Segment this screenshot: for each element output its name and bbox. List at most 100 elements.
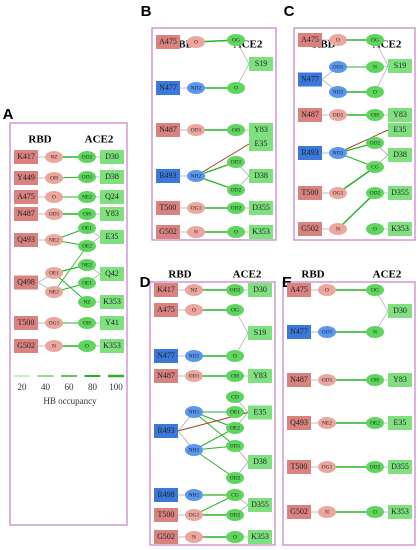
rbd-atom	[329, 109, 347, 121]
ace2-atom	[227, 226, 245, 238]
ace2-residue-box	[100, 316, 124, 330]
rbd-atom-label: NH1	[189, 409, 200, 415]
ace2-residue-box	[100, 170, 124, 184]
rbd-atom	[329, 34, 347, 46]
rbd-residue-box	[154, 349, 178, 363]
ace2-atom-label: O	[373, 89, 377, 95]
rbd-atom-label: O	[325, 287, 329, 293]
legend-tick: 20	[18, 382, 28, 392]
rbd-atom	[185, 350, 203, 362]
rbd-atom	[185, 406, 203, 418]
ace2-residue-box	[388, 304, 412, 318]
rbd-residue: N487	[17, 209, 35, 218]
rbd-atom-label: OD1	[49, 211, 60, 217]
rbd-atom-label: ND2	[333, 150, 344, 156]
rbd-residue-box	[14, 275, 38, 290]
ace2-atom	[366, 86, 384, 98]
ace2-residue-box	[248, 405, 272, 420]
ace2-atom-label: O	[85, 343, 89, 349]
ace2-atom	[366, 187, 384, 199]
ace2-residue-box	[100, 267, 124, 281]
ace2-atom-label: O	[233, 353, 237, 359]
ace2-residue: Y83	[105, 209, 119, 218]
ace2-atom	[366, 506, 384, 518]
rbd-residue-box	[154, 303, 178, 317]
ace2-residue: E35	[255, 139, 268, 148]
ace2-atom-label: OH	[232, 127, 240, 133]
ace2-residue-box	[100, 207, 124, 221]
ace2-atom-label: OD2	[370, 140, 381, 146]
ace2-residue: D355	[391, 462, 409, 471]
rbd-atom-label: O	[192, 307, 196, 313]
rbd-residue: N477	[301, 74, 319, 83]
rbd-residue: R498	[157, 490, 174, 499]
rbd-atom-label: N	[336, 226, 340, 232]
rbd-residue-box	[287, 325, 311, 339]
rbd-atom-label: OG1	[322, 464, 333, 470]
rbd-residue-box	[14, 190, 38, 204]
rbd-residue-box	[287, 283, 311, 297]
rbd-residue: Q493	[17, 235, 35, 244]
rbd-residue: A475	[301, 35, 319, 44]
rbd-residue-box	[298, 222, 322, 236]
legend-tick: 60	[65, 382, 75, 392]
rbd-residue: N487	[290, 375, 308, 384]
hbond-line	[337, 129, 389, 154]
ace2-residue: K353	[252, 227, 270, 236]
rbd-atom	[318, 461, 336, 473]
ace2-residue-box	[388, 373, 412, 387]
rbd-residue-box	[14, 233, 38, 247]
ace2-residue-box	[388, 108, 412, 122]
rbd-residue-box	[156, 201, 180, 215]
ace2-residue-box	[388, 505, 412, 519]
ace2-atom	[226, 284, 244, 296]
rbd-residue: T500	[158, 510, 175, 519]
panel-frame	[151, 27, 277, 241]
rbd-residue: G502	[17, 341, 35, 350]
rbd-atom-label: NE2	[49, 237, 59, 243]
ace2-atom	[366, 223, 384, 235]
ace2-residue-box	[248, 369, 272, 383]
ace2-residue-box	[249, 123, 273, 137]
ace2-atom-label: OE2	[370, 420, 380, 426]
rbd-residue: N487	[157, 371, 175, 380]
panel-label: C	[284, 3, 295, 20]
ace2-residue-box	[388, 186, 412, 200]
ace2-atom-label: OD2	[230, 512, 241, 518]
ace2-residue: D355	[391, 188, 409, 197]
rbd-residue-box	[298, 146, 322, 160]
rbd-atom	[45, 234, 63, 246]
ace2-atom	[366, 284, 384, 296]
rbd-atom-label: NZ	[50, 154, 58, 160]
ace2-atom	[226, 304, 244, 316]
rbd-residue-box	[298, 186, 322, 200]
rbd-atom	[45, 191, 63, 203]
ace2-residue: Y83	[254, 125, 268, 134]
ace2-residue: D38	[105, 172, 119, 181]
panel-frame	[9, 122, 128, 526]
ace2-residue-box	[248, 326, 272, 340]
rbd-residue-box	[298, 33, 322, 47]
ace2-atom	[226, 531, 244, 543]
rbd-atom-label: OE1	[49, 270, 59, 276]
rbd-atom	[318, 326, 336, 338]
hbond-line	[195, 143, 250, 177]
rbd-residue-box	[14, 171, 38, 185]
ace2-residue: D30	[105, 152, 119, 161]
ace2-residue-box	[100, 295, 124, 309]
ace2-atom	[78, 222, 96, 234]
ace2-residue: D30	[393, 306, 407, 315]
ace2-atom-label: OG	[371, 287, 379, 293]
ace2-atom	[366, 109, 384, 121]
rbd-atom	[185, 531, 203, 543]
rbd-residue: N477	[157, 351, 175, 360]
ace2-residue: D355	[252, 203, 270, 212]
ace2-residue: Y83	[393, 375, 407, 384]
ace2-residue: Q42	[105, 269, 119, 278]
legend-tick: 80	[88, 382, 98, 392]
ace2-residue: S19	[394, 61, 406, 70]
ace2-atom-label: OE2	[82, 243, 92, 249]
ace2-atom-label: OH	[83, 211, 91, 217]
panel-label: D	[140, 274, 151, 291]
